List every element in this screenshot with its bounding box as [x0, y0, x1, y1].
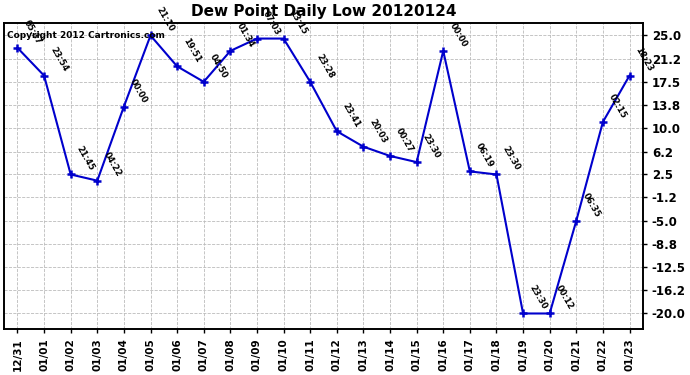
Text: 19:51: 19:51 [181, 36, 202, 64]
Text: 00:12: 00:12 [554, 284, 575, 311]
Text: 02:15: 02:15 [607, 92, 628, 120]
Text: 23:28: 23:28 [315, 52, 335, 80]
Text: 07:03: 07:03 [261, 9, 282, 36]
Text: Copyright 2012 Cartronics.com: Copyright 2012 Cartronics.com [8, 31, 165, 40]
Text: 05:37: 05:37 [21, 18, 43, 46]
Text: 18:23: 18:23 [633, 46, 655, 74]
Text: 00:27: 00:27 [394, 126, 415, 154]
Text: 21:10: 21:10 [155, 6, 176, 33]
Text: 23:30: 23:30 [501, 145, 522, 172]
Text: 04:50: 04:50 [208, 52, 229, 80]
Text: 23:54: 23:54 [48, 46, 70, 74]
Text: 20:03: 20:03 [368, 117, 388, 144]
Text: 04:22: 04:22 [101, 151, 123, 178]
Text: 01:34: 01:34 [235, 21, 255, 49]
Text: 00:00: 00:00 [447, 21, 469, 49]
Text: 23:41: 23:41 [341, 101, 362, 129]
Text: 23:30: 23:30 [421, 132, 442, 160]
Text: 13:15: 13:15 [288, 9, 309, 36]
Title: Dew Point Daily Low 20120124: Dew Point Daily Low 20120124 [190, 4, 456, 19]
Text: 21:45: 21:45 [75, 144, 96, 172]
Text: 06:35: 06:35 [580, 191, 602, 219]
Text: 06:19: 06:19 [474, 142, 495, 169]
Text: 23:30: 23:30 [527, 284, 549, 311]
Text: 00:00: 00:00 [128, 77, 149, 104]
